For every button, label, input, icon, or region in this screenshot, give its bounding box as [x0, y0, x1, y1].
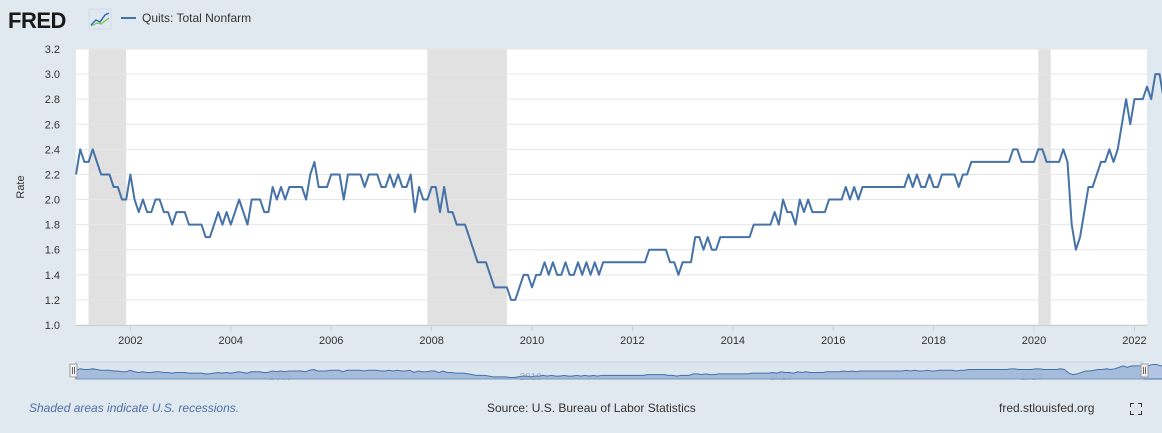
y-tick-label: 1.2: [45, 295, 60, 307]
x-tick-label: 2006: [319, 335, 343, 347]
y-tick-label: 1.4: [45, 270, 60, 282]
y-tick-label: 2.0: [45, 195, 60, 207]
y-tick-label: 3.0: [45, 69, 60, 81]
series-line-quits-total-nonfarm: [75, 73, 1162, 301]
y-tick-label: 2.4: [45, 144, 60, 156]
navigator-right-handle[interactable]: [1140, 363, 1149, 378]
x-tick-label: 2002: [118, 335, 142, 347]
recession-note: Shaded areas indicate U.S. recessions.: [29, 401, 240, 415]
x-tick-label: 2022: [1122, 335, 1146, 347]
expand-icon[interactable]: [1130, 403, 1142, 415]
y-axis-ticks: 1.0 1.2 1.4 1.6 1.8 2.0 2.2 2.4 2.6 2.8 3.0 3.2: [45, 44, 60, 332]
navigator-left-handle[interactable]: [69, 363, 78, 378]
x-tick-label: 2004: [219, 335, 243, 347]
site-link[interactable]: fred.stlouisfed.org: [999, 401, 1095, 415]
recession-band: [427, 49, 507, 325]
x-tick-label: 2012: [620, 335, 644, 347]
x-axis-ticks: 2002 2004 2006 2008 2010 2012 2014 2016 2018 2020…: [76, 325, 1147, 347]
y-axis-title: Rate: [15, 175, 27, 198]
x-tick-label: 2020: [1022, 335, 1046, 347]
y-tick-label: 1.8: [45, 220, 60, 232]
y-tick-label: 2.6: [45, 119, 60, 131]
x-tick-label: 2014: [721, 335, 745, 347]
recession-band: [1038, 49, 1051, 325]
recession-band: [88, 49, 127, 325]
x-tick-label: 2018: [921, 335, 945, 347]
y-tick-label: 1.0: [45, 320, 60, 332]
fred-logo[interactable]: FRED: [8, 8, 66, 33]
y-tick-label: 3.2: [45, 44, 60, 56]
x-tick-label: 2008: [419, 335, 443, 347]
x-tick-label: 2010: [520, 335, 544, 347]
recession-shading: [88, 49, 1051, 325]
legend-label: Quits: Total Nonfarm: [142, 11, 251, 25]
line-graph-icon: [88, 8, 112, 30]
y-tick-label: 2.8: [45, 94, 60, 106]
navigator-range[interactable]: [74, 361, 1144, 380]
source-text: Source: U.S. Bureau of Labor Statistics: [487, 401, 696, 415]
y-tick-label: 1.6: [45, 245, 60, 257]
x-tick-label: 2016: [821, 335, 845, 347]
navigator-series-area: [75, 363, 1162, 380]
plot-background: [76, 49, 1147, 325]
y-tick-label: 2.2: [45, 169, 60, 181]
